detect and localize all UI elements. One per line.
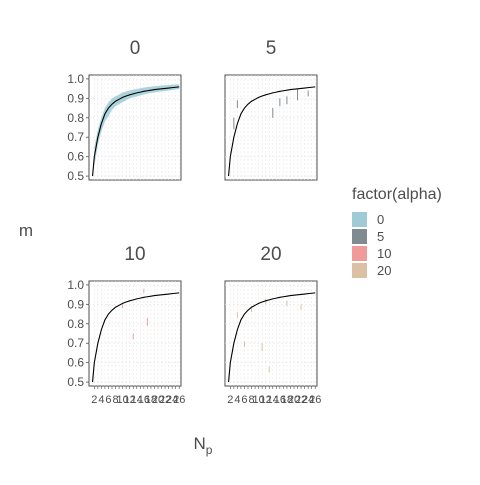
x-axis-title-main: N	[194, 434, 206, 453]
legend: factor(alpha) 0 5 10 20	[352, 186, 442, 278]
panel-10: 100.50.60.70.80.91.02 4 6 81012141618202224…	[67, 244, 185, 406]
panel-border	[89, 281, 181, 386]
legend-label: 20	[377, 263, 391, 278]
legend-swatch	[352, 263, 367, 278]
panel-border	[225, 281, 317, 386]
y-tick-label: 0.6	[67, 356, 84, 370]
x-tick-label: 4	[234, 394, 240, 406]
x-tick-label: 6	[241, 394, 247, 406]
panel-5: 5	[225, 38, 317, 180]
x-tick-label: 26	[173, 394, 185, 406]
strip-label: 20	[260, 244, 281, 265]
y-tick-label: 0.5	[67, 169, 84, 183]
strip-label: 0	[130, 38, 141, 59]
x-tick-label: 4	[98, 394, 104, 406]
y-tick-label: 0.8	[67, 317, 84, 331]
y-tick-label: 0.7	[67, 130, 84, 144]
legend-label: 5	[377, 229, 384, 244]
panel-border	[225, 75, 317, 180]
y-tick-label: 0.9	[67, 297, 84, 311]
legend-label: 0	[377, 212, 384, 227]
y-tick-label: 0.7	[67, 336, 84, 350]
panel-0: 0 0.5 0.6 0.7 0.8 0.9 1.0	[67, 38, 181, 183]
strip-label: 5	[266, 38, 277, 59]
y-tick-label: 0.6	[67, 150, 84, 164]
x-axis-title: Np	[194, 434, 213, 457]
y-tick-label: 0.5	[67, 375, 84, 389]
x-axis-title-sub: p	[206, 443, 213, 457]
y-tick-label: 1.0	[67, 278, 84, 292]
strip-label: 10	[124, 244, 145, 265]
legend-swatch	[352, 246, 367, 261]
legend-title: factor(alpha)	[352, 186, 442, 203]
legend-swatch	[352, 212, 367, 227]
y-tick-label: 0.9	[67, 91, 84, 105]
y-tick-label: 0.8	[67, 111, 84, 125]
legend-label: 10	[377, 246, 391, 261]
x-tick-label: 26	[309, 394, 321, 406]
y-axis-title: m	[19, 221, 33, 240]
y-tick-label: 1.0	[67, 72, 84, 86]
x-tick-label: 2	[227, 394, 233, 406]
x-tick-label: 2	[91, 394, 97, 406]
legend-swatch	[352, 229, 367, 244]
x-tick-label: 6	[105, 394, 111, 406]
